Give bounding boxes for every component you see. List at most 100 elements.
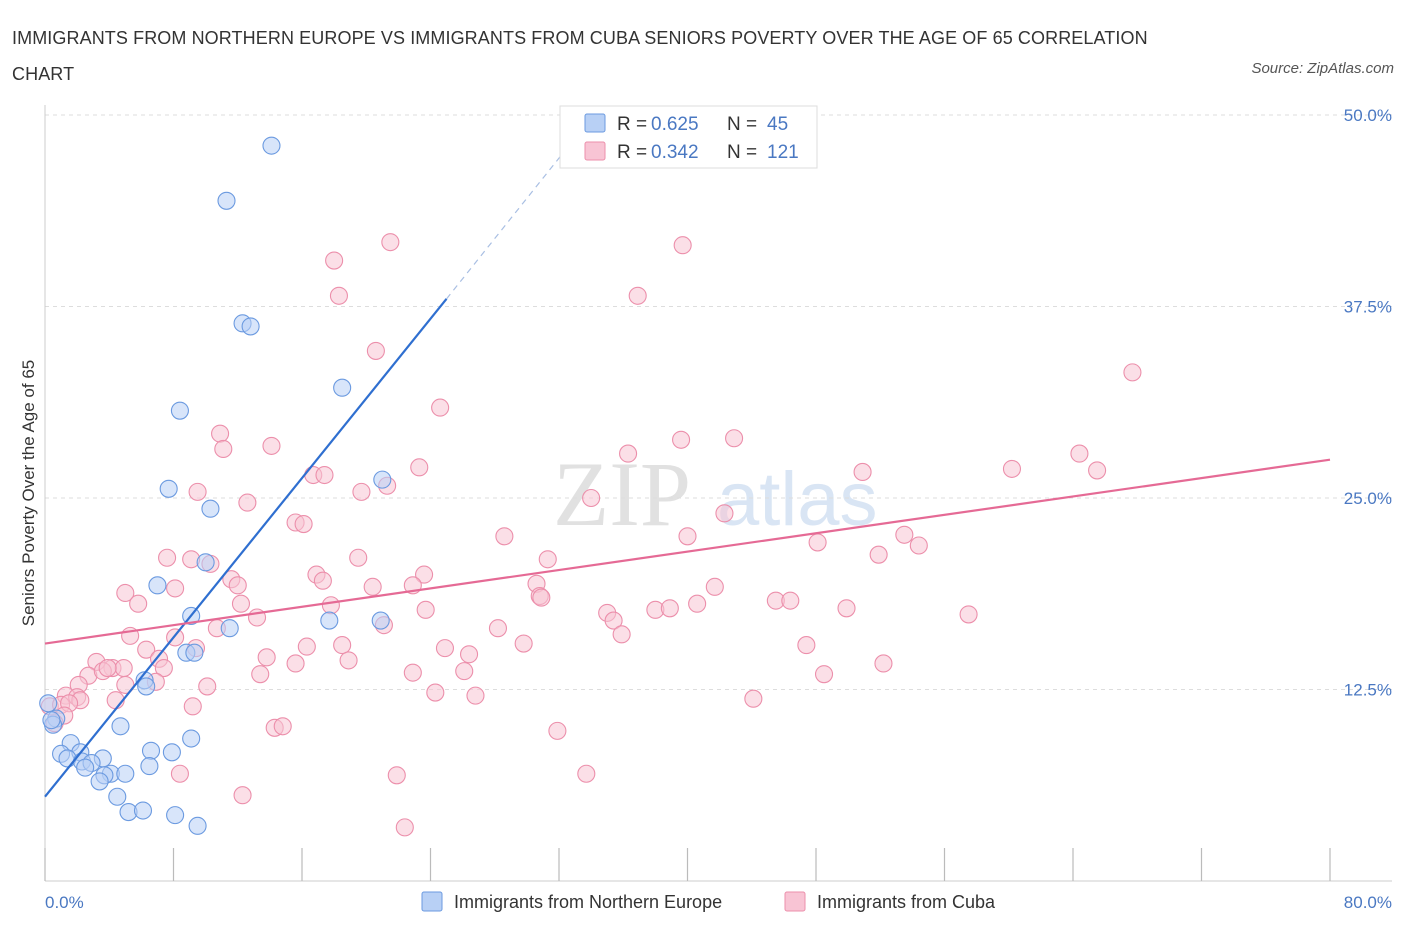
cuba-point	[672, 430, 691, 449]
cuba-point	[154, 659, 173, 678]
cuba-point	[853, 462, 872, 482]
cuba-point	[895, 525, 914, 544]
northern-europe-point	[201, 499, 220, 518]
cuba-point	[577, 764, 596, 783]
cuba-point	[251, 665, 270, 684]
northern-europe-trend-extension	[446, 137, 576, 300]
northern-europe-point	[42, 711, 61, 730]
y-tick-label: 50.0%	[1344, 106, 1392, 125]
cuba-point	[466, 686, 485, 705]
stats-n-label-cuba: N =	[727, 142, 762, 163]
x-tick-label-min: 0.0%	[45, 893, 84, 912]
cuba-point	[660, 599, 679, 618]
cuba-point	[1123, 363, 1142, 382]
cuba-trend-line	[44, 458, 1331, 645]
x-tick-label-max: 80.0%	[1344, 893, 1392, 912]
cuba-point	[1088, 461, 1107, 480]
y-tick-label: 12.5%	[1344, 681, 1392, 700]
northern-europe-point	[185, 643, 204, 662]
northern-europe-point	[111, 717, 130, 736]
cuba-point	[257, 648, 276, 667]
northern-europe-point	[262, 136, 281, 155]
cuba-point	[231, 594, 251, 613]
cuba-point	[628, 286, 647, 305]
cuba-point	[715, 504, 734, 523]
chart-title: IMMIGRANTS FROM NORTHERN EUROPE VS IMMIG…	[12, 28, 1148, 84]
cuba-point	[339, 651, 358, 670]
northern-europe-point	[196, 553, 215, 572]
cuba-point	[114, 659, 133, 678]
cuba-point	[233, 786, 252, 805]
stats-r-value-northern-europe: 0.625	[651, 114, 699, 135]
northern-europe-points	[39, 136, 392, 835]
stats-r-label-cuba: R =	[617, 142, 652, 163]
cuba-point	[116, 583, 135, 603]
northern-europe-point	[182, 729, 201, 748]
cuba-point	[366, 341, 385, 360]
northern-europe-point	[320, 611, 339, 630]
legend-swatch-cuba	[784, 891, 806, 912]
cuba-point	[214, 439, 233, 459]
cuba-point	[158, 548, 177, 567]
cuba-point	[604, 611, 623, 630]
cuba-point	[198, 677, 217, 696]
cuba-point	[814, 665, 834, 684]
stats-n-value-northern-europe: 45	[767, 114, 788, 135]
cuba-points	[40, 233, 1142, 837]
y-axis-title: Seniors Poverty Over the Age of 65	[19, 360, 38, 626]
cuba-point	[170, 764, 189, 783]
northern-europe-point	[133, 801, 153, 820]
cuba-point	[582, 488, 601, 508]
cuba-point	[548, 721, 567, 740]
cuba-point	[874, 654, 893, 673]
cuba-point	[725, 429, 744, 448]
cuba-point	[313, 571, 332, 590]
stats-legend: R = 0.625 N = 45 R = 0.342 N = 121	[559, 105, 818, 169]
cuba-point	[129, 594, 148, 613]
northern-europe-point	[373, 470, 392, 489]
cuba-point	[416, 600, 435, 619]
northern-europe-point	[137, 677, 156, 696]
cuba-point	[325, 251, 344, 270]
cuba-point	[673, 236, 692, 255]
cuba-point	[352, 482, 371, 501]
cuba-point	[166, 579, 185, 598]
y-tick-labels: 12.5% 25.0% 37.5% 50.0%	[1344, 106, 1392, 700]
cuba-point	[705, 577, 724, 596]
northern-europe-point	[39, 694, 58, 713]
northern-europe-point	[90, 772, 109, 791]
cuba-point	[837, 599, 856, 618]
cuba-point	[959, 605, 978, 624]
northern-europe-point	[220, 619, 239, 638]
cuba-point	[294, 514, 313, 534]
trend-lines	[44, 137, 1331, 798]
series-legend: Immigrants from Northern Europe Immigran…	[421, 891, 996, 912]
cuba-point	[297, 637, 316, 656]
cuba-point	[488, 619, 508, 638]
axes	[44, 105, 1392, 882]
cuba-point	[612, 625, 631, 644]
cuba-point	[349, 548, 368, 567]
stats-legend-swatch-northern-europe	[584, 113, 606, 133]
cuba-point	[459, 645, 479, 664]
stats-legend-swatch-cuba	[584, 141, 606, 161]
northern-europe-point	[241, 317, 260, 336]
cuba-point	[797, 636, 816, 655]
cuba-point	[744, 689, 763, 708]
stats-n-value-cuba: 121	[767, 142, 799, 163]
cuba-point	[315, 465, 334, 485]
cuba-point	[808, 533, 827, 552]
cuba-point	[262, 436, 281, 455]
cuba-point	[619, 444, 638, 463]
northern-europe-point	[116, 764, 135, 783]
cuba-point	[137, 640, 156, 659]
cuba-point	[869, 545, 888, 564]
stats-r-value-cuba: 0.342	[651, 142, 699, 163]
northern-europe-trend-line	[44, 298, 448, 798]
cuba-point	[431, 398, 450, 417]
cuba-point	[426, 683, 445, 702]
cuba-point	[273, 717, 292, 736]
northern-europe-point	[76, 758, 95, 777]
northern-europe-point	[333, 378, 352, 397]
